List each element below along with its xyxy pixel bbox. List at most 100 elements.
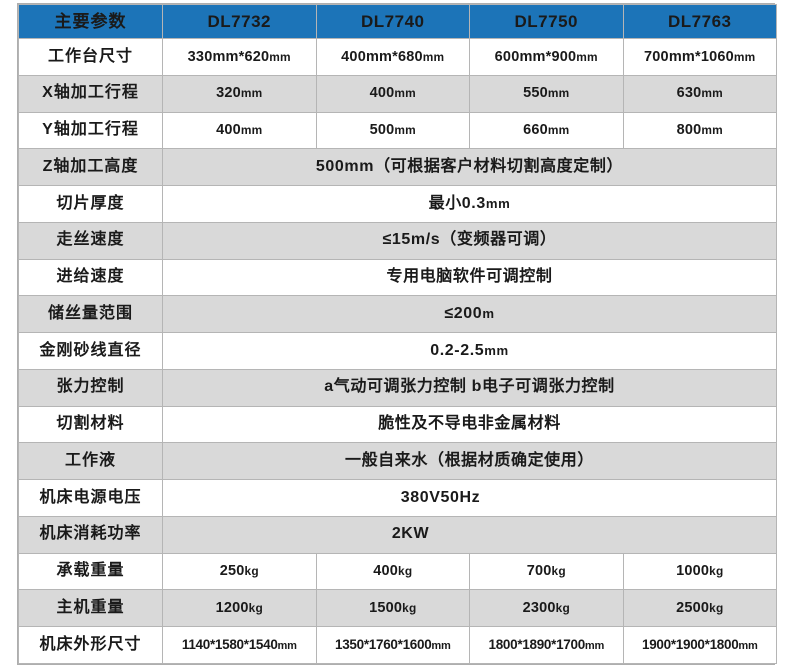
unit-suffix: mm	[584, 640, 604, 653]
unit-suffix: kg	[551, 564, 566, 579]
parameter-value-cell-merged: ≤200m	[162, 295, 777, 333]
parameter-value-cell-merged: 专用电脑软件可调控制	[162, 258, 777, 297]
parameter-value-cell: 330mm*620mm	[162, 38, 317, 76]
unit-suffix: mm	[738, 640, 758, 653]
parameter-value-cell: 250kg	[162, 552, 317, 591]
parameter-value-cell: 1000kg	[622, 552, 777, 591]
unit-suffix: mm	[269, 49, 291, 64]
parameter-value-cell-merged: a气动可调张力控制 b电子可调张力控制	[162, 368, 777, 407]
parameter-value-cell: 600mm*900mm	[469, 38, 624, 76]
parameter-name-cell: 储丝量范围	[18, 295, 163, 333]
parameter-value-cell: 1350*1760*1600mm	[315, 626, 470, 664]
column-header-parameter: 主要参数	[18, 4, 163, 39]
parameter-value-cell: 660mm	[469, 111, 624, 150]
parameter-value-cell: 400mm*680mm	[315, 38, 470, 76]
table-row: 切割材料 脆性及不导电非金属材料	[18, 405, 777, 444]
parameter-name-cell: X轴加工行程	[18, 74, 163, 113]
table-row: 机床消耗功率 2KW	[18, 515, 777, 554]
parameter-name-cell: 走丝速度	[18, 221, 163, 260]
parameter-value-cell-merged: 一般自来水（根据材质确定使用）	[162, 442, 777, 480]
table-row: X轴加工行程 320mm 400mm 550mm 630mm	[18, 74, 777, 113]
unit-suffix: mm	[431, 640, 451, 653]
unit-suffix: mm	[547, 123, 570, 138]
unit-suffix: mm	[576, 49, 598, 64]
parameter-value-cell-merged: 0.2-2.5mm	[162, 332, 777, 370]
unit-suffix: mm	[547, 86, 570, 101]
table-header-row: 主要参数 DL7732 DL7740 DL7750 DL7763	[18, 4, 777, 39]
table-row: Z轴加工高度 500mm（可根据客户材料切割高度定制）	[18, 148, 777, 186]
parameter-value-cell: 400kg	[315, 552, 470, 591]
unit-suffix: kg	[402, 600, 417, 615]
parameter-value-cell: 550mm	[469, 74, 624, 113]
unit-suffix: mm	[733, 49, 756, 64]
parameter-value-cell: 2300kg	[469, 589, 624, 627]
unit-suffix: mm	[240, 86, 263, 101]
parameter-value-cell: 500mm	[315, 111, 470, 150]
parameter-name-cell: 进给速度	[18, 258, 163, 297]
parameter-value-cell-merged: 380V50Hz	[162, 479, 777, 517]
parameter-name-cell: 金刚砂线直径	[18, 332, 163, 370]
table-row: Y轴加工行程 400mm 500mm 660mm 800mm	[18, 111, 777, 150]
parameter-value-cell-merged: 2KW	[162, 515, 777, 554]
table-row: 进给速度 专用电脑软件可调控制	[18, 258, 777, 297]
parameter-value-cell-merged: 最小0.3mm	[162, 185, 777, 223]
unit-suffix: kg	[398, 564, 413, 579]
parameter-value-cell-merged: ≤15m/s（变频器可调）	[162, 221, 777, 260]
unit-suffix: kg	[244, 564, 259, 579]
unit-suffix: mm	[701, 123, 723, 138]
unit-suffix: kg	[248, 600, 263, 615]
parameter-value-cell: 2500kg	[622, 589, 777, 627]
parameter-value-cell: 800mm	[622, 111, 777, 150]
parameter-name-cell: 切割材料	[18, 405, 163, 444]
unit-suffix: kg	[555, 600, 570, 615]
parameter-value-cell: 1800*1890*1700mm	[469, 626, 624, 664]
parameter-name-cell: Z轴加工高度	[18, 148, 163, 186]
parameter-value-cell: 1140*1580*1540mm	[162, 626, 317, 664]
parameter-value-cell: 1200kg	[162, 589, 317, 627]
column-header-model-2: DL7740	[315, 4, 470, 39]
unit-suffix: kg	[709, 564, 724, 579]
table-row: 金刚砂线直径 0.2-2.5mm	[18, 332, 777, 370]
table-row: 储丝量范围 ≤200m	[18, 295, 777, 333]
table-row: 切片厚度 最小0.3mm	[18, 185, 777, 223]
unit-suffix: kg	[709, 600, 724, 615]
unit-suffix: mm	[394, 123, 416, 138]
parameter-value-cell: 400mm	[162, 111, 317, 150]
parameter-name-cell: 工作台尺寸	[18, 38, 163, 76]
parameter-name-cell: 切片厚度	[18, 185, 163, 223]
unit-suffix: mm	[394, 86, 416, 101]
table-row: 工作液 一般自来水（根据材质确定使用）	[18, 442, 777, 480]
parameter-value-cell: 700kg	[469, 552, 624, 591]
table-row: 机床电源电压 380V50Hz	[18, 479, 777, 517]
parameter-name-cell: Y轴加工行程	[18, 111, 163, 150]
parameter-name-cell: 机床消耗功率	[18, 515, 163, 554]
table-body: 工作台尺寸 330mm*620mm 400mm*680mm 600mm*900mm 70…	[18, 38, 777, 664]
parameter-value-cell: 400mm	[315, 74, 470, 113]
parameter-value-cell-merged: 500mm（可根据客户材料切割高度定制）	[162, 148, 777, 186]
specification-table-container: 主要参数 DL7732 DL7740 DL7750 DL7763 工作台尺寸 33…	[17, 3, 777, 665]
table-row: 机床外形尺寸 1140*1580*1540mm 1350*1760*1600mm 18…	[18, 626, 777, 664]
unit-suffix: mm	[240, 123, 263, 138]
table-header: 主要参数 DL7732 DL7740 DL7750 DL7763	[18, 4, 777, 39]
table-row: 承载重量 250kg 400kg 700kg 1000kg	[18, 552, 777, 591]
unit-suffix: mm	[701, 86, 723, 101]
parameter-name-cell: 机床外形尺寸	[18, 626, 163, 664]
table-row: 工作台尺寸 330mm*620mm 400mm*680mm 600mm*900mm 70…	[18, 38, 777, 76]
table-row: 主机重量 1200kg 1500kg 2300kg 2500kg	[18, 589, 777, 627]
parameter-value-cell: 320mm	[162, 74, 317, 113]
parameter-name-cell: 主机重量	[18, 589, 163, 627]
column-header-model-4: DL7763	[622, 4, 777, 39]
parameter-name-cell: 机床电源电压	[18, 479, 163, 517]
column-header-model-1: DL7732	[162, 4, 317, 39]
unit-suffix: mm	[277, 640, 297, 653]
parameter-value-cell: 630mm	[622, 74, 777, 113]
column-header-model-3: DL7750	[469, 4, 624, 39]
table-row: 走丝速度 ≤15m/s（变频器可调）	[18, 221, 777, 260]
specification-table: 主要参数 DL7732 DL7740 DL7750 DL7763 工作台尺寸 33…	[18, 4, 777, 664]
parameter-value-cell: 1900*1900*1800mm	[622, 626, 777, 664]
unit-suffix: mm	[422, 49, 445, 64]
unit-suffix: m	[482, 305, 495, 321]
parameter-value-cell: 700mm*1060mm	[622, 38, 777, 76]
parameter-value-cell-merged: 脆性及不导电非金属材料	[162, 405, 777, 444]
